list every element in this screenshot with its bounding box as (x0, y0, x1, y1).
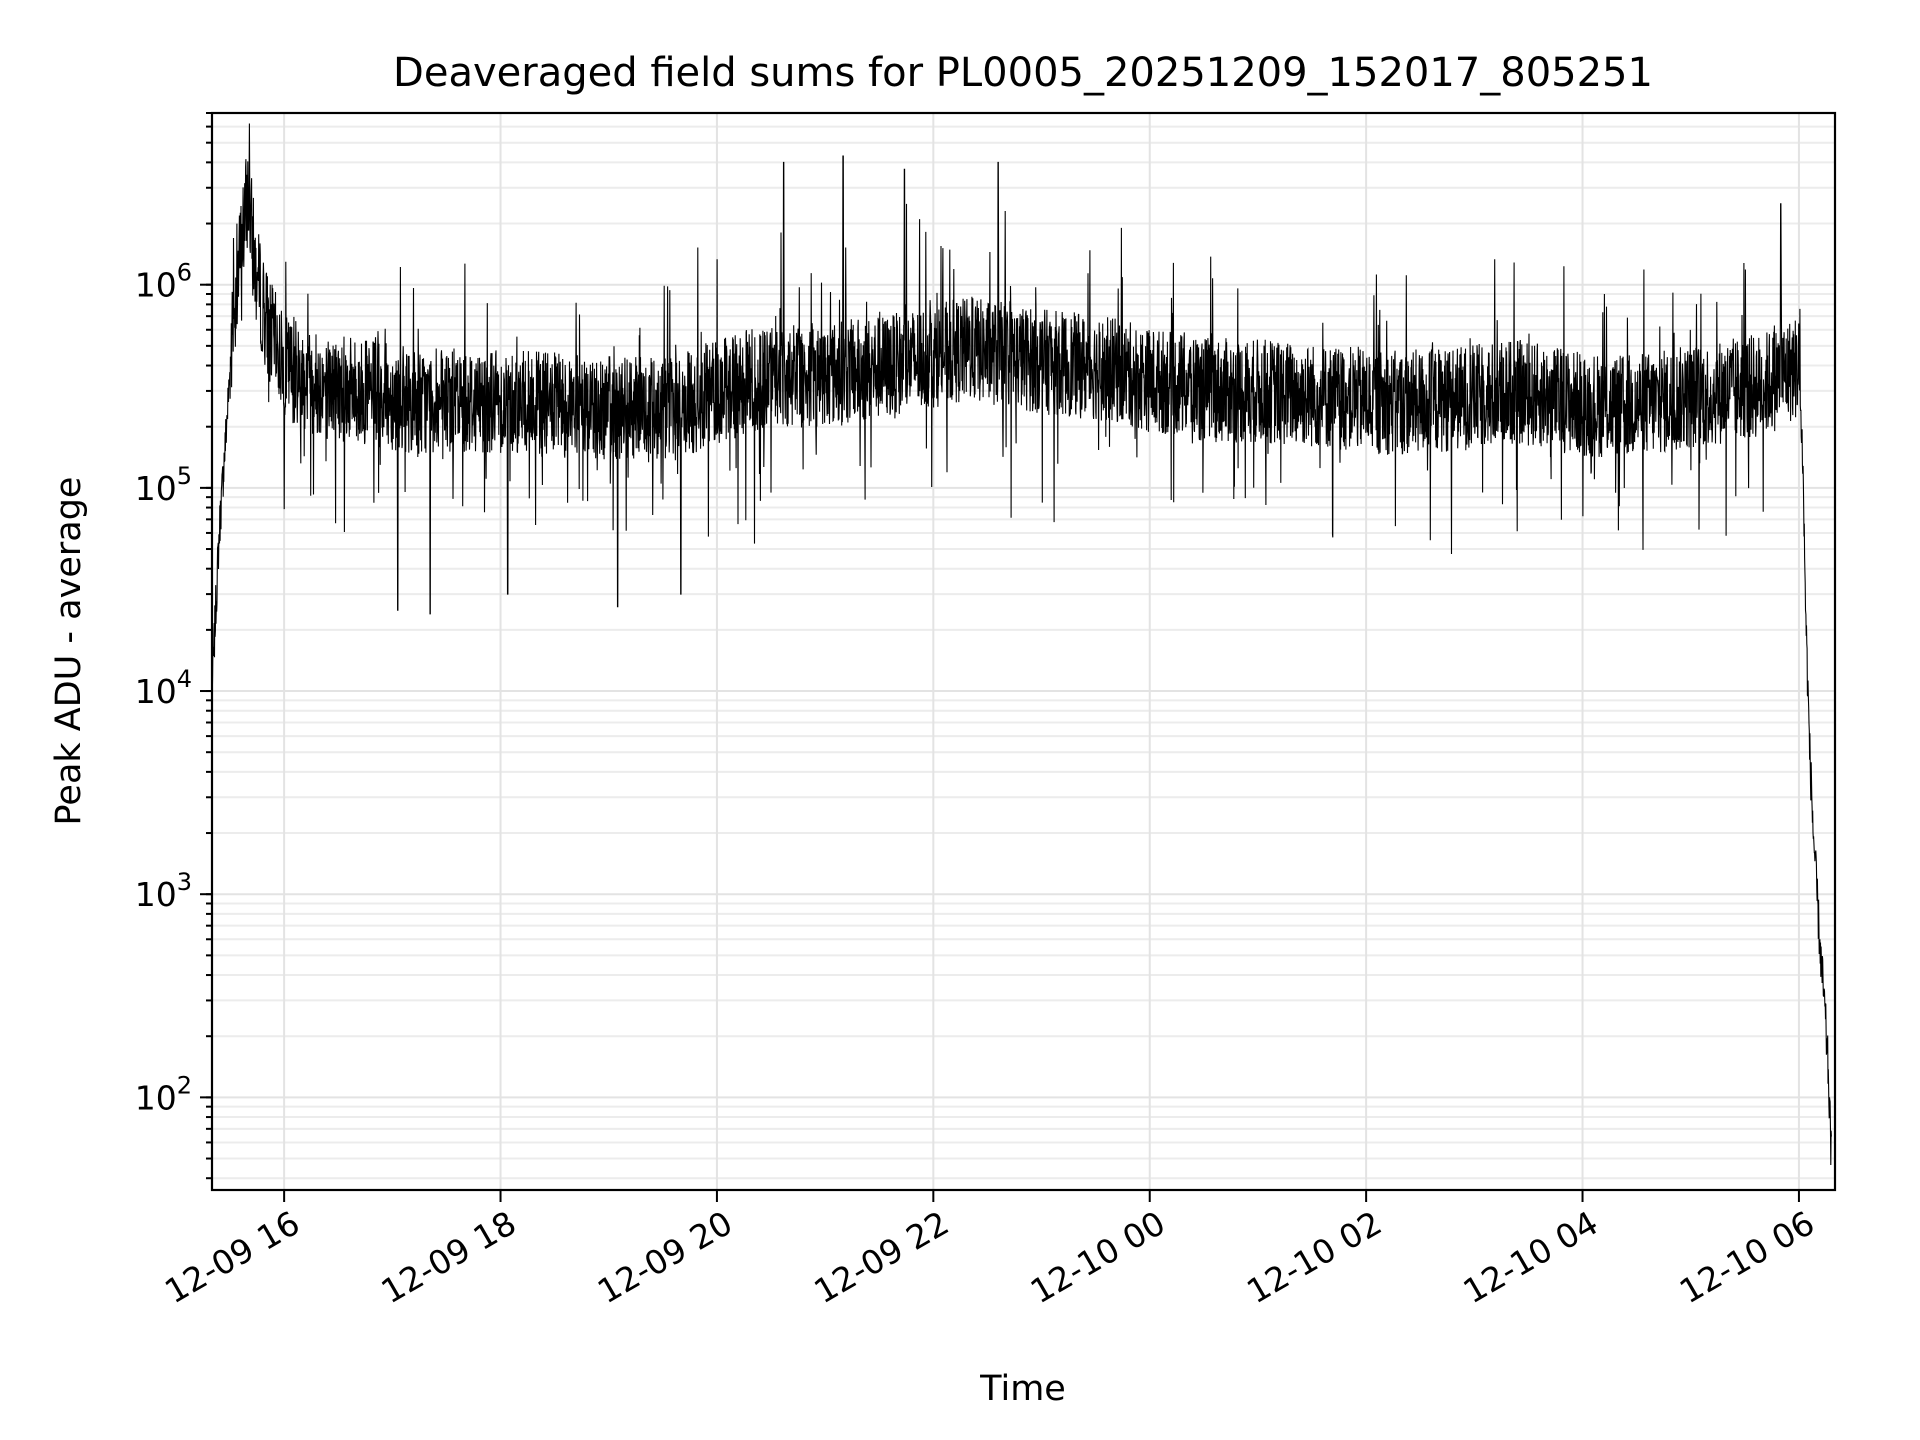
series-line (211, 123, 1832, 1166)
x-tick-label: 12-09 20 (591, 1203, 739, 1311)
x-axis-label: Time (979, 1369, 1066, 1409)
y-tick-label: 106 (135, 259, 192, 305)
y-axis-label: Peak ADU - average (49, 477, 89, 826)
x-tick-label: 12-09 22 (807, 1203, 955, 1311)
chart-title: Deaveraged field sums for PL0005_2025120… (393, 50, 1653, 96)
y-tick-label: 104 (135, 665, 192, 711)
x-tick-label: 12-09 16 (158, 1203, 306, 1311)
x-tick-label: 12-10 06 (1673, 1203, 1821, 1311)
x-tick-label: 12-10 04 (1457, 1203, 1605, 1311)
x-tick-label: 12-10 02 (1240, 1203, 1388, 1311)
grid-layer (212, 112, 1835, 1190)
series-layer (211, 123, 1832, 1166)
x-tick-label: 12-09 18 (375, 1203, 523, 1311)
y-tick-label: 103 (135, 868, 192, 914)
y-tick-label: 102 (135, 1071, 192, 1117)
y-tick-label: 105 (135, 462, 192, 508)
x-tick-label: 12-10 00 (1024, 1203, 1172, 1311)
plot-frame (210, 111, 1837, 1192)
ticks-layer: 102 103 104 105 106 12-09 16 12-09 18 12-09 20 1… (135, 112, 1821, 1311)
